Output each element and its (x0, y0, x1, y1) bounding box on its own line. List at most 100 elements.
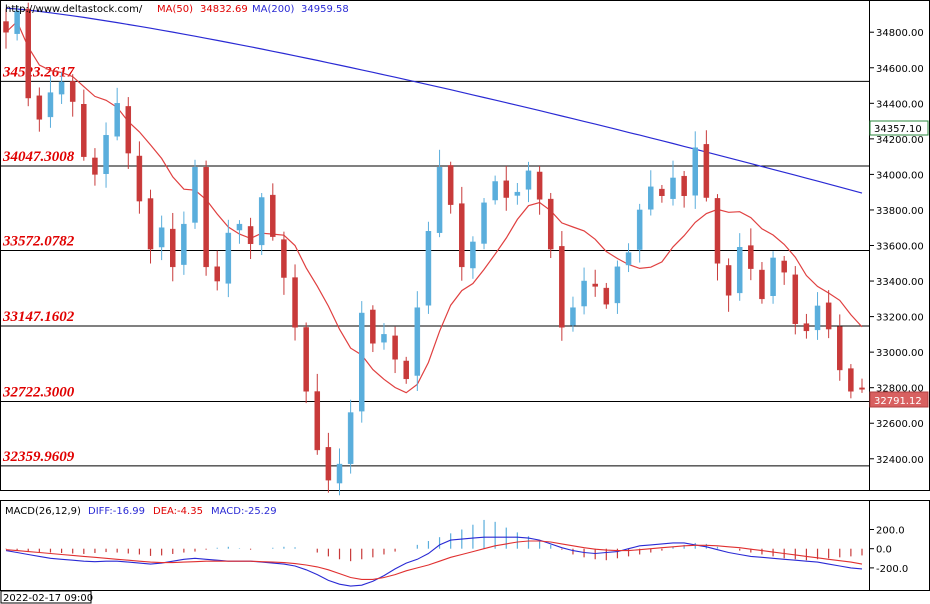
candle-body (336, 463, 343, 484)
macd-panel-frame (0, 500, 870, 591)
ma200-value: 34959.58 (301, 4, 349, 15)
candle-body (303, 327, 309, 392)
candle-body (36, 95, 43, 120)
macd-diff-value: DIFF:-16.99 (88, 506, 145, 517)
candle-body (247, 226, 254, 244)
candle-body (225, 232, 232, 284)
candle-body (14, 10, 20, 34)
candle-body (203, 167, 209, 268)
candle-body (214, 266, 220, 282)
candle-body (25, 8, 31, 99)
price-panel-frame (0, 0, 870, 491)
candle-body (414, 307, 421, 376)
candle-body (325, 447, 332, 481)
candle-body (281, 239, 287, 278)
macd-dea-value: DEA:-4.35 (153, 506, 203, 517)
candle-body (47, 92, 54, 118)
candle-body (725, 265, 732, 296)
candle-body (436, 167, 443, 233)
macd-indicator (5, 519, 863, 587)
candle-body (514, 191, 521, 196)
candle-body (125, 106, 132, 154)
price-tick-label: 34000.00 (876, 170, 924, 181)
price-axis-frame (869, 0, 930, 491)
candle-body (581, 280, 587, 307)
level-label: 33572.0782 (2, 233, 75, 249)
candle-body (570, 307, 576, 326)
candle-body (670, 177, 676, 199)
level-label: 34047.3008 (2, 149, 75, 165)
price-tick-label: 32800.00 (876, 384, 924, 395)
candle-body (136, 155, 143, 202)
candle-body (648, 186, 654, 210)
candle-body (81, 104, 87, 157)
price-tick-label: 33400.00 (876, 277, 924, 288)
candle-body (170, 228, 176, 268)
price-tick-label: 34600.00 (876, 64, 924, 75)
candle-body (559, 246, 565, 328)
candle-body (659, 188, 665, 196)
price-tick-label: 33200.00 (876, 313, 924, 324)
macd-tick-label: 200.0 (876, 526, 905, 537)
candle-body (781, 260, 787, 273)
candle-body (748, 245, 754, 269)
candle-body (3, 21, 9, 33)
last-price-badge (869, 391, 929, 408)
candle-body (525, 170, 532, 190)
level-label: 33147.1602 (2, 309, 75, 325)
candle-body (814, 305, 821, 331)
macd-axis: 200.0 0.0 -200.0 (869, 526, 908, 575)
candle-body (58, 81, 65, 95)
candle-body (459, 203, 465, 268)
macd-dea-line (5, 540, 863, 580)
candle-body (692, 147, 698, 196)
price-tick-label: 32400.00 (876, 455, 924, 466)
level-label: 34523.2617 (2, 64, 75, 80)
candle-body (592, 283, 598, 287)
candle-body (147, 198, 154, 250)
macd-label: MACD(26,12,9) (5, 506, 81, 517)
candle-body (270, 194, 276, 237)
candle-body (825, 302, 832, 330)
candle-body (392, 335, 398, 360)
candle-body (103, 135, 109, 174)
candle-body (603, 287, 610, 305)
date-label-box (0, 590, 92, 604)
ma50-label: MA(50) (157, 4, 193, 15)
price-tick-label: 33600.00 (876, 242, 924, 253)
ma-price-badge (869, 120, 929, 136)
ma200-layer (5, 7, 863, 194)
candle-body (347, 412, 354, 464)
candle-body (236, 223, 243, 231)
macd-tick-label: 0.0 (876, 545, 892, 556)
candle-body (503, 180, 510, 198)
macd-diff-line (5, 536, 863, 587)
candle-body (803, 323, 810, 332)
ma200-line (5, 7, 863, 194)
price-tick-label: 34400.00 (876, 99, 924, 110)
ma-price-badge-text: 34357.10 (874, 124, 922, 135)
candle-body (714, 198, 721, 264)
candle-body (358, 312, 365, 412)
candle-body (547, 198, 554, 250)
candle-body (625, 252, 632, 266)
candle-body (770, 257, 776, 296)
candle-body (859, 387, 865, 390)
price-tick-label: 33800.00 (876, 206, 924, 217)
candle-body (192, 167, 198, 223)
candle-body (381, 334, 387, 343)
candle-body (848, 368, 854, 392)
price-tick-label: 33000.00 (876, 348, 924, 359)
candle-body (258, 197, 265, 246)
date-label: 2022-02-17 09:00 (3, 593, 93, 604)
candlestick-series (3, 2, 865, 496)
macd-tick-label: -200.0 (876, 564, 908, 575)
price-tick-label: 32600.00 (876, 419, 924, 430)
level-label: 32722.3000 (2, 384, 75, 400)
candle-body (703, 144, 710, 198)
price-tick-label: 34800.00 (876, 28, 924, 39)
candle-body (736, 247, 743, 294)
site-url[interactable]: http://www.deltastock.com/ (5, 4, 143, 15)
candle-body (536, 171, 543, 200)
